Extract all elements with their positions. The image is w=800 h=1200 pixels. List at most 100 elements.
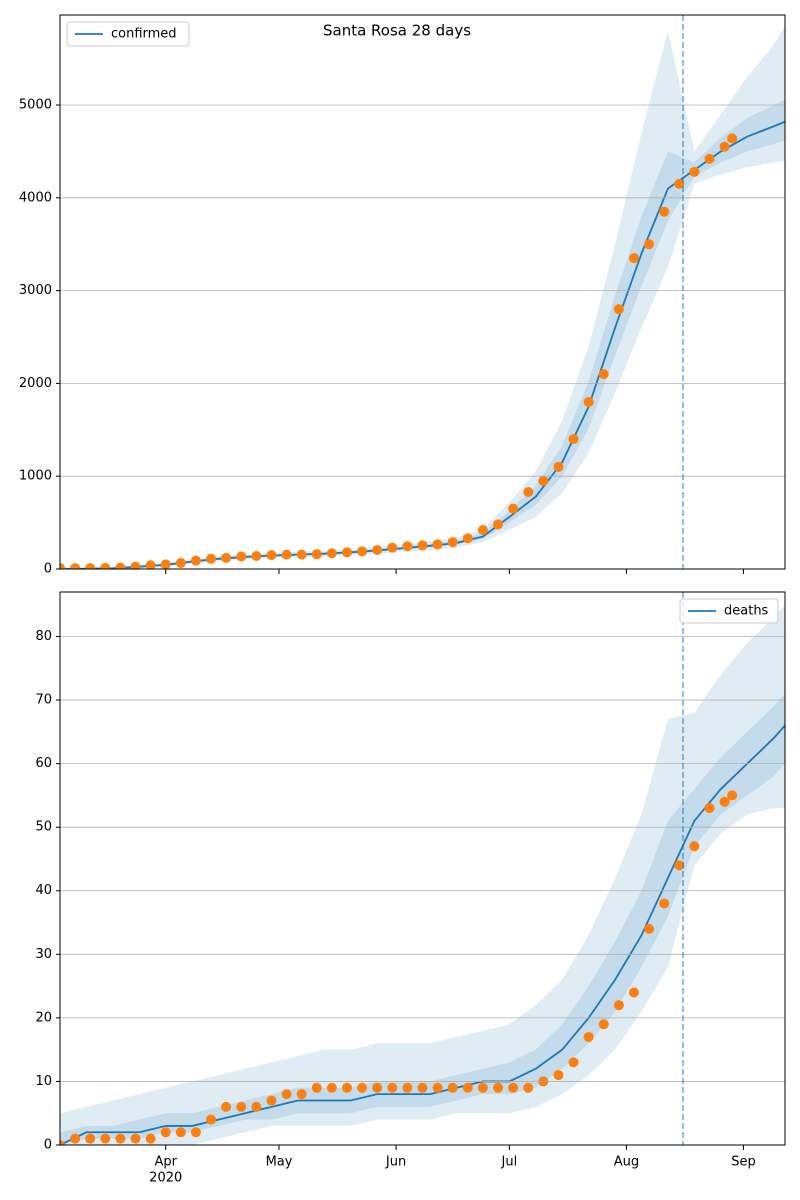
data-point bbox=[281, 549, 292, 560]
chart-title: Santa Rosa 28 days bbox=[323, 22, 471, 40]
data-point bbox=[462, 1082, 473, 1093]
legend-box bbox=[679, 598, 779, 624]
data-point bbox=[553, 461, 564, 472]
data-point bbox=[357, 546, 368, 557]
x-tick-label: Jun bbox=[385, 1155, 406, 1170]
y-tick-label: 4000 bbox=[19, 190, 52, 205]
data-point bbox=[508, 1082, 519, 1093]
data-point bbox=[145, 560, 156, 569]
data-point bbox=[266, 550, 277, 561]
data-point bbox=[251, 551, 262, 562]
data-point bbox=[644, 239, 655, 250]
data-point bbox=[402, 541, 413, 552]
data-point bbox=[689, 166, 700, 177]
data-point bbox=[674, 178, 685, 189]
data-point bbox=[477, 1082, 488, 1093]
data-point bbox=[493, 519, 504, 530]
legend-label: deaths bbox=[724, 604, 769, 619]
data-point bbox=[583, 1031, 594, 1042]
y-tick-label: 0 bbox=[44, 1138, 52, 1153]
data-point bbox=[613, 1000, 624, 1011]
data-point bbox=[60, 1140, 65, 1145]
legend-box bbox=[66, 21, 190, 47]
data-point bbox=[462, 533, 473, 544]
data-point bbox=[70, 1133, 81, 1144]
data-point bbox=[674, 860, 685, 871]
band bbox=[60, 604, 785, 1145]
y-tick-label: 5000 bbox=[19, 98, 52, 113]
data-point bbox=[160, 559, 171, 569]
data-point bbox=[326, 548, 337, 559]
data-point bbox=[311, 549, 322, 560]
data-point bbox=[704, 803, 715, 814]
data-point bbox=[236, 1101, 247, 1112]
data-point bbox=[628, 253, 639, 264]
y-tick-label: 2000 bbox=[19, 376, 52, 391]
data-point bbox=[221, 1101, 232, 1112]
data-point bbox=[130, 1133, 141, 1144]
plot-area bbox=[60, 604, 785, 1145]
data-point bbox=[568, 1057, 579, 1068]
data-point bbox=[538, 475, 549, 486]
data-point bbox=[719, 796, 730, 807]
data-point bbox=[598, 369, 609, 380]
data-point bbox=[417, 540, 428, 551]
data-point bbox=[447, 537, 458, 548]
data-point bbox=[598, 1019, 609, 1030]
y-tick-label: 50 bbox=[35, 820, 52, 835]
data-point bbox=[372, 1082, 383, 1093]
x-tick-label: Sep bbox=[731, 1155, 756, 1170]
data-point bbox=[236, 551, 247, 562]
data-point bbox=[508, 503, 519, 514]
y-tick-label: 3000 bbox=[19, 283, 52, 298]
data-point bbox=[553, 1070, 564, 1081]
data-point bbox=[266, 1095, 277, 1106]
data-point bbox=[432, 539, 443, 550]
data-point bbox=[160, 1127, 171, 1138]
data-point bbox=[70, 563, 81, 569]
data-point bbox=[60, 563, 65, 569]
data-point bbox=[296, 1089, 307, 1100]
x-tick-label: Apr bbox=[154, 1155, 177, 1170]
data-point bbox=[357, 1082, 368, 1093]
data-point bbox=[659, 206, 670, 217]
data-point bbox=[190, 1127, 201, 1138]
data-point bbox=[417, 1082, 428, 1093]
axes-frame bbox=[59, 591, 786, 1146]
data-point bbox=[85, 1133, 96, 1144]
band bbox=[60, 99, 785, 569]
data-point bbox=[727, 790, 738, 801]
band bbox=[60, 26, 785, 569]
x-tick-label: Aug bbox=[614, 1155, 639, 1170]
model-line bbox=[60, 724, 785, 1145]
data-point bbox=[341, 1082, 352, 1093]
data-point bbox=[190, 555, 201, 566]
y-tick-label: 80 bbox=[35, 629, 52, 644]
data-point bbox=[447, 1082, 458, 1093]
data-point bbox=[689, 841, 700, 852]
data-point bbox=[387, 542, 398, 553]
y-tick-label: 70 bbox=[35, 693, 52, 708]
y-tick-label: 1000 bbox=[19, 469, 52, 484]
data-point bbox=[251, 1101, 262, 1112]
axes-frame bbox=[59, 14, 786, 570]
data-point bbox=[85, 563, 96, 569]
band bbox=[60, 693, 785, 1145]
data-point bbox=[659, 898, 670, 909]
data-point bbox=[477, 525, 488, 536]
data-point bbox=[493, 1082, 504, 1093]
data-point bbox=[727, 133, 738, 144]
data-point bbox=[326, 1082, 337, 1093]
data-point bbox=[583, 396, 594, 407]
data-point bbox=[281, 1089, 292, 1100]
data-point bbox=[221, 552, 232, 563]
data-point bbox=[628, 987, 639, 998]
data-point bbox=[296, 549, 307, 560]
data-point bbox=[100, 1133, 111, 1144]
data-point bbox=[372, 544, 383, 555]
data-point bbox=[206, 1114, 217, 1125]
data-point bbox=[387, 1082, 398, 1093]
data-point bbox=[145, 1133, 156, 1144]
x-tick-sublabel: 2020 bbox=[149, 1171, 182, 1186]
